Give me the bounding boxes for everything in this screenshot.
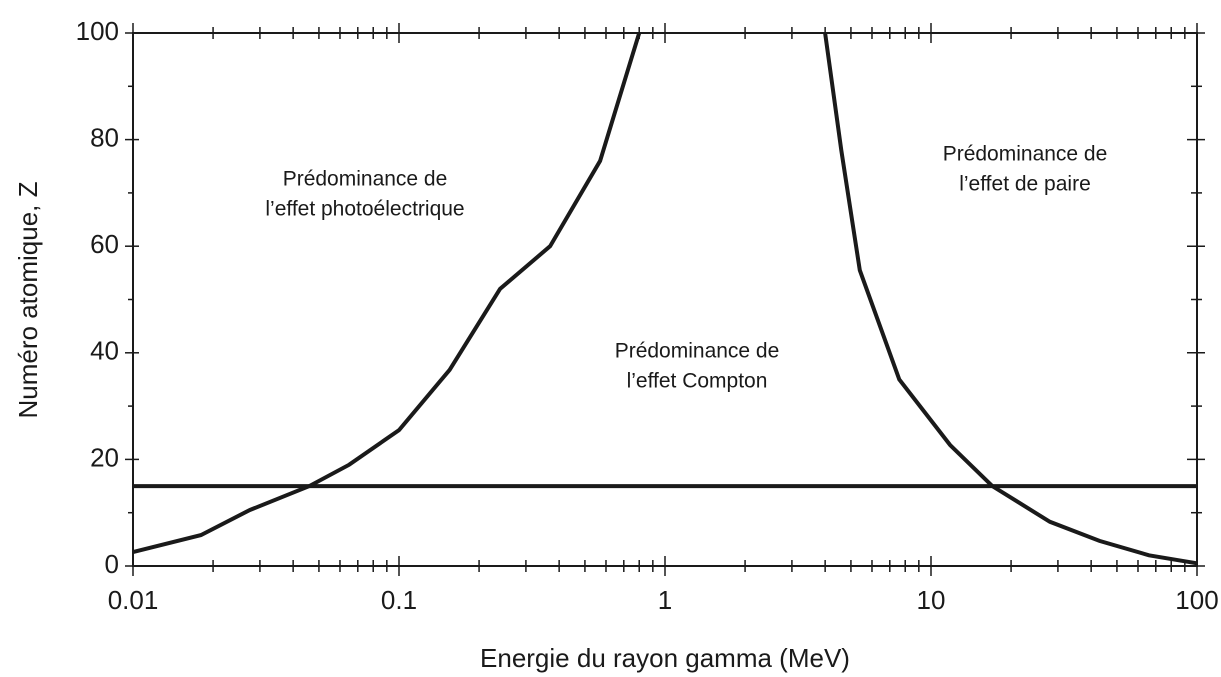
y-tick-label: 0 <box>105 549 119 579</box>
x-tick-label: 1 <box>658 585 672 615</box>
y-tick-label: 80 <box>90 122 119 152</box>
y-tick-label: 20 <box>90 442 119 472</box>
y-tick-label: 100 <box>76 16 119 46</box>
x-tick-label: 10 <box>917 585 946 615</box>
x-tick-label: 0.01 <box>108 585 159 615</box>
annotation: l’effet de paire <box>959 173 1091 196</box>
boundary-line <box>132 32 642 555</box>
boundary-line <box>823 32 1198 566</box>
x-tick-label: 100 <box>1175 585 1218 615</box>
x-tick-label: 0.1 <box>381 585 417 615</box>
y-tick-label: 60 <box>90 229 119 259</box>
annotation: l’effet photoélectrique <box>265 198 464 221</box>
annotation: Prédominance de <box>943 143 1108 166</box>
annotation: Prédominance de <box>283 168 448 191</box>
x-axis-label: Energie du rayon gamma (MeV) <box>480 643 850 673</box>
annotation: Prédominance de <box>615 340 780 363</box>
y-tick-label: 40 <box>90 336 119 366</box>
y-axis-label: Numéro atomique, Z <box>13 181 43 418</box>
annotation: l’effet Compton <box>627 370 768 393</box>
